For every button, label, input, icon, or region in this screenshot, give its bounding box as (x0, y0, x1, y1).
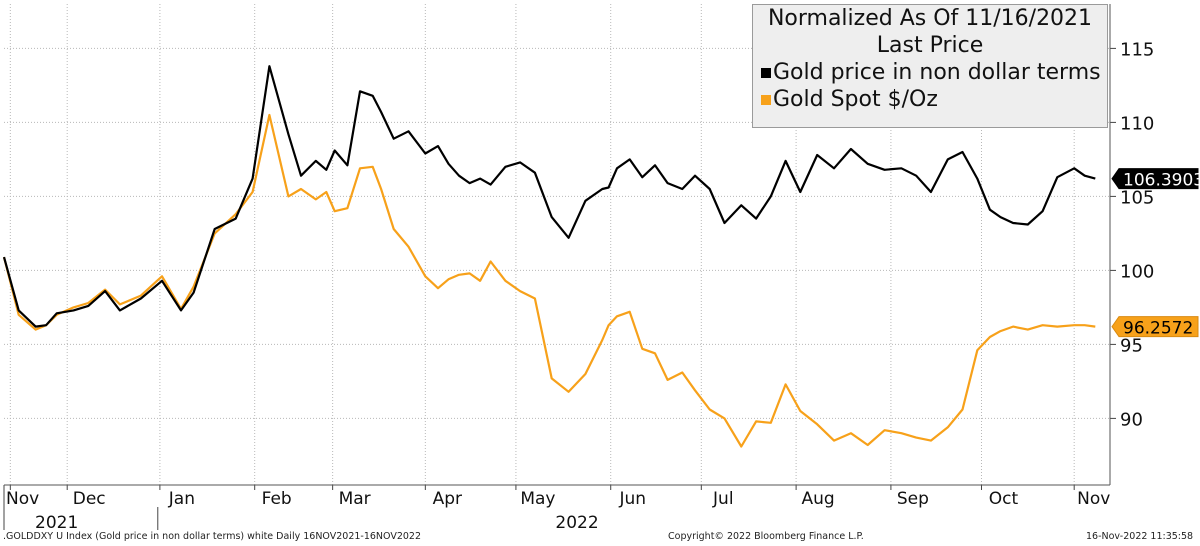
legend: Normalized As Of 11/16/2021 Last Price G… (752, 4, 1108, 128)
axis-labels: 90 95 100 105 110 115 Nov Dec Jan Feb Mar Apr May Jun… (6, 39, 1200, 530)
footer-timestamp: 16-Nov-2022 11:35:58 (1086, 531, 1194, 542)
legend-label: Gold price in non dollar terms (773, 60, 1101, 85)
x-tick-label: Nov (6, 489, 39, 509)
y-tick-label: 110 (1120, 113, 1154, 134)
chart-subtitle: Last Price (876, 33, 984, 58)
x-tick-label: Aug (802, 489, 835, 509)
series-line-gold-non-dollar (2, 65, 1096, 328)
chart: 90 95 100 105 110 115 Nov Dec Jan Feb Mar Apr May Jun… (2, 4, 1200, 530)
x-tick-label: Dec (73, 489, 106, 509)
last-price-label: 106.3903 (1123, 171, 1200, 191)
year-label: 2021 (35, 513, 78, 530)
x-tick-label: Feb (262, 489, 292, 509)
footer-copyright: Copyright© 2022 Bloomberg Finance L.P. (668, 531, 864, 542)
y-tick-label: 90 (1120, 409, 1143, 430)
y-tick-label: 105 (1120, 187, 1154, 208)
series-lines (2, 65, 1096, 448)
x-tick-label: Oct (989, 489, 1019, 509)
last-price-tag-black (1111, 168, 1199, 190)
x-tick-label: Jul (712, 489, 734, 509)
x-tick-label: Sep (897, 489, 929, 509)
y-tick-label: 95 (1120, 335, 1143, 356)
x-tick-label: Apr (433, 489, 462, 509)
y-tick-label: 100 (1120, 261, 1154, 282)
legend-swatch-black (761, 68, 771, 78)
axes (3, 4, 1116, 530)
series-line-gold-spot (2, 113, 1096, 448)
last-price-label: 96.2572 (1123, 319, 1193, 339)
x-tick-label: May (520, 489, 555, 509)
x-tick-label: Mar (339, 489, 371, 509)
legend-swatch-orange (761, 95, 771, 105)
legend-label: Gold Spot $/Oz (773, 87, 938, 112)
x-tick-label: Jun (618, 489, 646, 509)
year-label: 2022 (555, 513, 598, 530)
x-tick-label: Jan (168, 489, 195, 509)
x-tick-label: Nov (1077, 489, 1110, 509)
legend-entry-gold-non-dollar: Gold price in non dollar terms (753, 59, 1107, 86)
chart-title: Normalized As Of 11/16/2021 (767, 6, 1093, 31)
legend-entry-gold-spot: Gold Spot $/Oz (753, 86, 1107, 113)
footer-index-info: .GOLDDXY U Index (Gold price in non doll… (3, 531, 422, 542)
y-tick-label: 115 (1120, 39, 1154, 60)
last-price-tag-orange (1111, 316, 1199, 338)
